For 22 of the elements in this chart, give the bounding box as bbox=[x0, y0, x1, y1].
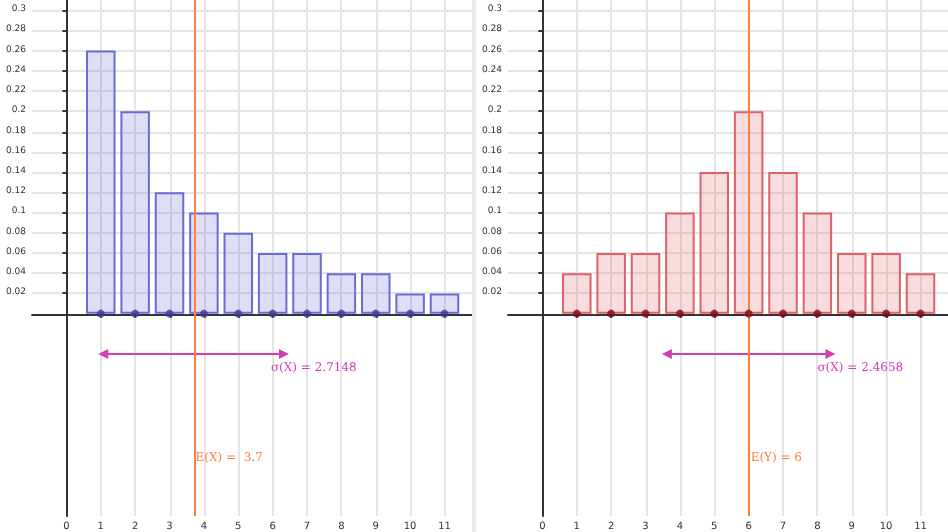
bar bbox=[768, 172, 798, 314]
bar bbox=[257, 252, 288, 314]
bar bbox=[665, 212, 695, 314]
bar bbox=[189, 212, 219, 314]
bar bbox=[120, 111, 150, 314]
bar bbox=[361, 273, 391, 314]
bar bbox=[802, 212, 833, 314]
bar bbox=[562, 273, 592, 314]
bar bbox=[429, 293, 460, 314]
bar bbox=[699, 172, 730, 314]
bar bbox=[871, 252, 901, 314]
bar bbox=[326, 273, 357, 314]
bar bbox=[630, 252, 661, 314]
bar bbox=[223, 232, 254, 314]
bar bbox=[292, 252, 322, 314]
bar bbox=[733, 111, 764, 314]
bar bbox=[154, 192, 185, 314]
bar bbox=[86, 50, 116, 314]
bar bbox=[395, 293, 425, 314]
bar bbox=[837, 252, 867, 314]
bar bbox=[905, 273, 936, 314]
bar bbox=[596, 252, 626, 314]
